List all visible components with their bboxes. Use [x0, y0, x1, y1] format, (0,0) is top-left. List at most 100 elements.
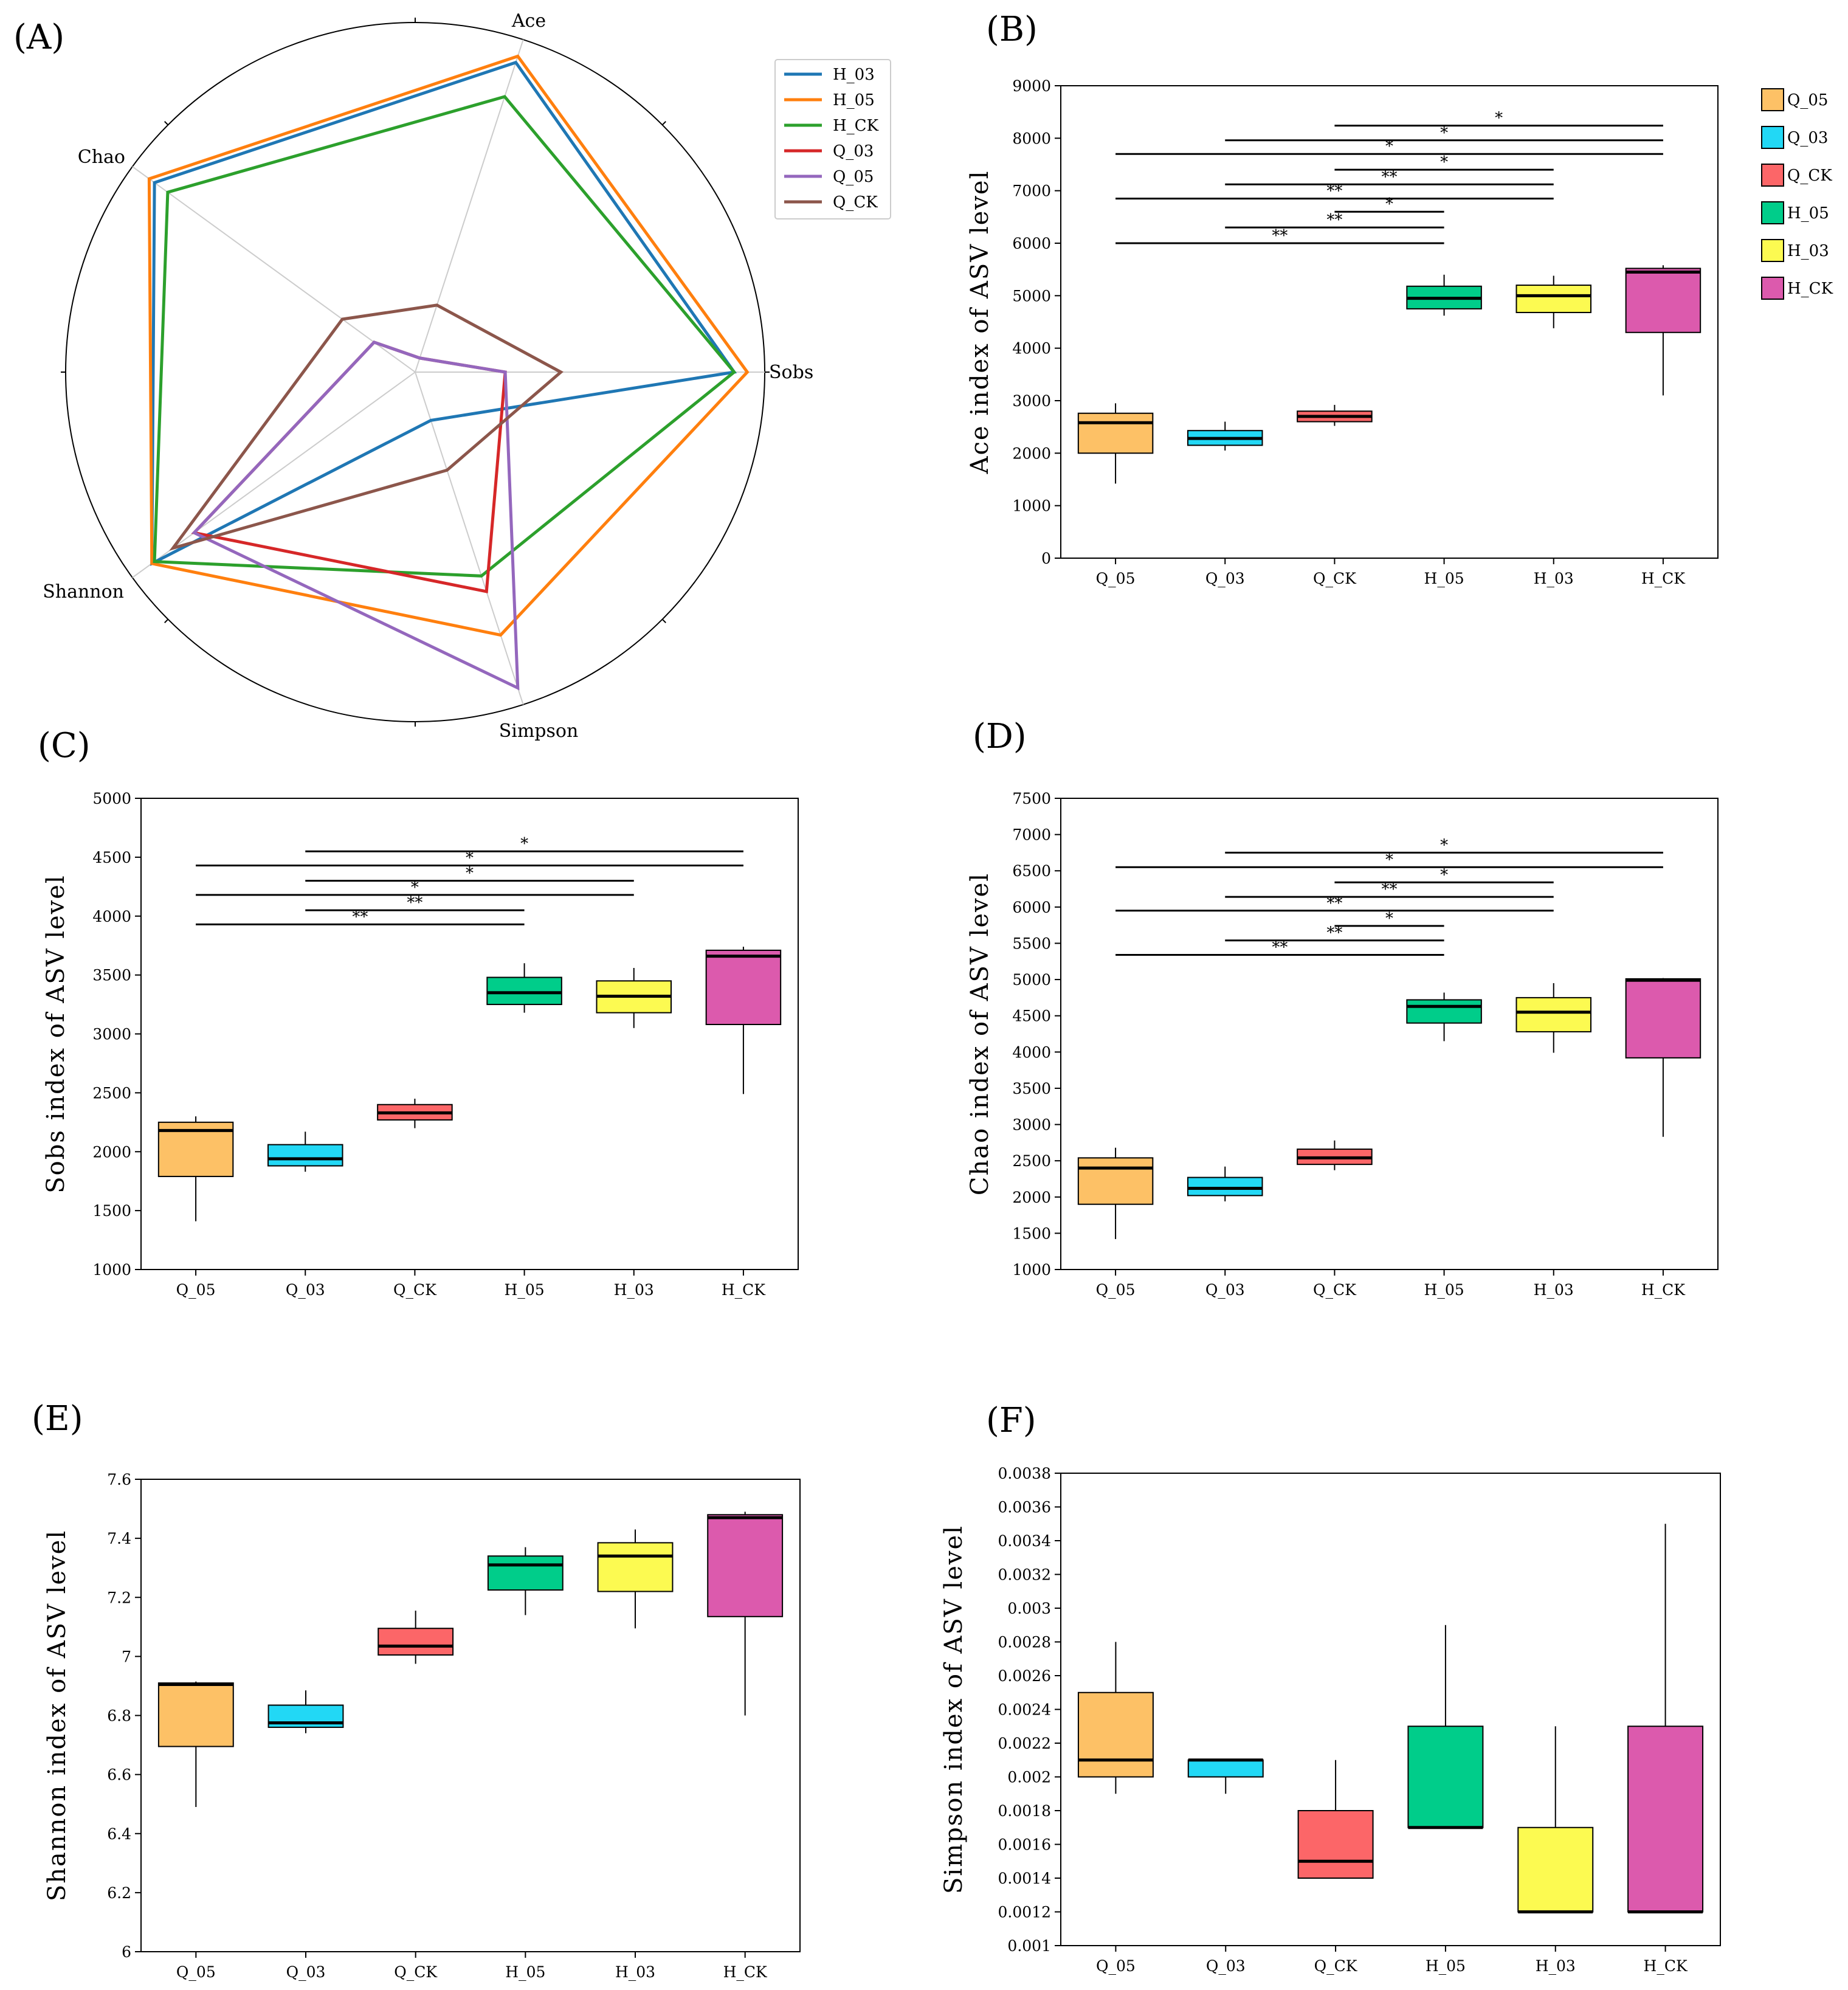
plot-frame	[1060, 798, 1719, 1270]
y-tick-label: 6.2	[107, 1884, 131, 1902]
box-q_03	[1187, 421, 1263, 451]
y-tick-label: 2000	[1012, 1189, 1051, 1206]
y-tick-label: 9000	[1012, 77, 1051, 95]
y-tick-label: 7	[122, 1648, 131, 1665]
box-h_03	[1515, 983, 1592, 1053]
box-q_05	[1077, 1147, 1154, 1239]
radar-axis-label-sobs: Sobs	[769, 362, 813, 383]
x-tick-label: Q_05	[1096, 570, 1136, 587]
legend-label-h_ck: H_CK	[1787, 280, 1833, 298]
panel-label-d: (D)	[973, 717, 1027, 756]
box-body	[1627, 1726, 1704, 1913]
x-tick-label: H_05	[1426, 1957, 1466, 1975]
legend-label-h_03: H_03	[1787, 242, 1829, 260]
y-tick-label: 0.0038	[998, 1465, 1051, 1482]
radar-panel-a: (A) Sobs Ace Chao Shannon Simpson H_03 H_05 H_CK…	[13, 10, 891, 742]
panel-label-c: (C)	[38, 726, 91, 765]
legend-label-q_03: Q_03	[1787, 129, 1828, 147]
box-h_ck	[1625, 978, 1701, 1137]
box-body	[157, 1682, 234, 1747]
y-tick-label: 3500	[1012, 1080, 1051, 1097]
y-tick-label: 7.4	[107, 1530, 131, 1547]
y-tick-label: 5000	[1012, 971, 1051, 989]
significance-label: **	[1326, 924, 1342, 942]
y-tick-label: 3000	[1012, 1116, 1051, 1134]
y-tick-label: 0.0028	[998, 1634, 1051, 1651]
x-tick-label: Q_CK	[1313, 570, 1357, 587]
significance-label: *	[1495, 109, 1503, 128]
y-tick-label: 0.0014	[998, 1870, 1051, 1887]
panel-label-f: (F)	[986, 1401, 1036, 1440]
x-tick-label: H_05	[505, 1281, 545, 1299]
box-h_05	[1406, 992, 1482, 1042]
box-body	[486, 976, 562, 1006]
y-tick-label: 0.0012	[998, 1904, 1051, 1921]
legend-swatch-q_03	[1761, 126, 1784, 149]
legend-swatch-h_ck	[1761, 277, 1784, 300]
y-tick-label: 0.0022	[998, 1735, 1051, 1752]
y-tick-label: 3500	[92, 967, 131, 984]
y-tick-label: 2000	[1012, 444, 1051, 462]
box-h_ck	[705, 947, 782, 1094]
radar-circle-tick	[164, 121, 169, 126]
legend-label-q_ck: Q_CK	[1787, 167, 1832, 185]
group-legend: Q_05 Q_03 Q_CK H_05 H_03 H_CK	[1761, 88, 1833, 300]
y-tick-label: 7.6	[107, 1471, 131, 1488]
y-tick-label: 7000	[1012, 826, 1051, 844]
boxplot-panel-f: (F) 0.001 0.0012 0.0014 0.0016 0.0018 0.002 0.0…	[940, 1401, 1721, 1975]
x-tick-label: H_05	[1424, 1281, 1464, 1299]
radar-spoke-chao	[132, 166, 416, 373]
box-q_05	[1077, 403, 1154, 484]
box-h_ck	[707, 1512, 784, 1716]
significance-label: *	[520, 835, 528, 853]
box-body	[1077, 412, 1154, 454]
radar-series-h_ck	[153, 95, 737, 578]
box-h_05	[486, 963, 562, 1013]
y-tick-label: 0.0016	[998, 1836, 1051, 1854]
radar-circle-tick	[661, 121, 666, 126]
y-tick-label: 4000	[1012, 340, 1051, 358]
box-body	[1187, 1176, 1263, 1197]
x-tick-label: Q_05	[176, 1963, 216, 1981]
box-q_05	[157, 1681, 234, 1808]
box-body	[378, 1628, 454, 1656]
significance-label: *	[1385, 195, 1393, 213]
significance-label: *	[466, 865, 474, 883]
x-tick-label: Q_05	[1096, 1957, 1136, 1975]
x-tick-label: Q_03	[1205, 570, 1245, 587]
legend-swatch-q_ck	[1761, 164, 1784, 187]
significance-label: *	[411, 879, 419, 897]
box-h_ck	[1625, 265, 1701, 396]
x-tick-label: H_05	[1424, 570, 1464, 587]
significance-label: *	[1440, 153, 1448, 171]
y-tick-label: 0.0034	[998, 1532, 1051, 1550]
radar-axis-label-chao: Chao	[78, 147, 125, 168]
y-tick-label: 1500	[1012, 1225, 1051, 1242]
radar-series-q_05	[191, 340, 520, 691]
y-tick-label: 6000	[1012, 235, 1051, 252]
radar-series-h_03	[150, 60, 737, 566]
y-tick-label: 7500	[1012, 790, 1051, 807]
significance-label: **	[1382, 880, 1398, 899]
legend-swatch-h_05	[1761, 201, 1784, 224]
y-axis-label: Chao index of ASV level	[966, 872, 994, 1195]
y-axis-label: Shannon index of ASV level	[43, 1530, 71, 1901]
box-h_03	[1517, 1726, 1594, 1913]
y-tick-label: 4000	[92, 908, 131, 925]
box-q_ck	[1297, 1140, 1373, 1170]
legend-label-q_ck: Q_CK	[833, 193, 878, 212]
x-tick-label: Q_05	[176, 1281, 216, 1299]
y-tick-label: 5500	[1012, 935, 1051, 952]
significance-label: **	[407, 894, 422, 912]
significance-label: *	[1385, 910, 1393, 928]
radar-legend: H_03 H_05 H_CK Q_03 Q_05 Q_CK	[774, 59, 891, 219]
box-h_03	[1515, 275, 1592, 328]
y-tick-label: 1000	[92, 1261, 131, 1279]
x-tick-label: Q_03	[1206, 1957, 1246, 1975]
y-tick-label: 4500	[92, 849, 131, 866]
y-tick-label: 0.002	[1007, 1769, 1051, 1786]
box-q_ck	[377, 1099, 453, 1128]
y-axis-label: Ace index of ASV level	[966, 170, 994, 475]
radar-spoke-simpson	[415, 371, 524, 705]
box-body	[1517, 1826, 1594, 1913]
